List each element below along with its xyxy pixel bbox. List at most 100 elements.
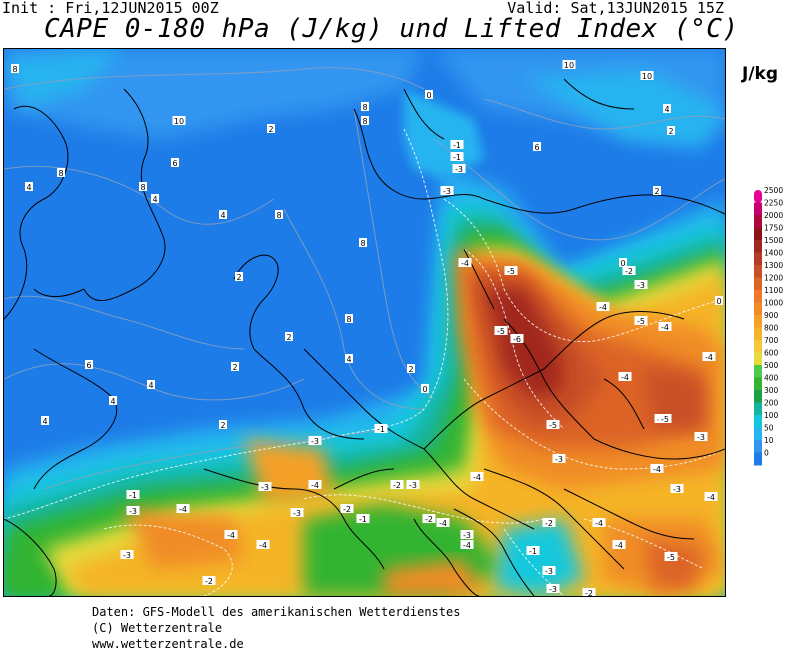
svg-text:2: 2 xyxy=(668,127,673,136)
legend-swatch xyxy=(754,227,762,241)
svg-text:-4: -4 xyxy=(621,373,629,382)
li-label: -1 xyxy=(126,490,140,500)
legend-level-label: 100 xyxy=(764,411,779,420)
svg-text:8: 8 xyxy=(58,169,63,178)
footer: Daten: GFS-Modell des amerikanischen Wet… xyxy=(92,604,460,652)
footer-url: www.wetterzentrale.de xyxy=(92,637,244,651)
svg-text:4: 4 xyxy=(152,195,157,204)
svg-text:0: 0 xyxy=(620,259,625,268)
svg-text:8: 8 xyxy=(346,315,351,324)
svg-text:-2: -2 xyxy=(585,589,593,596)
legend-swatch xyxy=(754,327,762,341)
li-label: -1 xyxy=(526,546,540,556)
svg-text:6: 6 xyxy=(172,159,177,168)
svg-text:-4: -4 xyxy=(259,541,267,550)
li-label: -5 xyxy=(504,266,518,276)
li-label: -4 xyxy=(658,322,672,332)
li-label: -3 xyxy=(452,164,466,174)
svg-text:-4: -4 xyxy=(615,541,623,550)
svg-text:-5: -5 xyxy=(507,267,515,276)
svg-text:2: 2 xyxy=(286,333,291,342)
svg-text:8: 8 xyxy=(362,117,367,126)
li-label: -3 xyxy=(308,436,322,446)
svg-text:-2: -2 xyxy=(425,515,433,524)
svg-text:0: 0 xyxy=(716,297,721,306)
footer-source: Daten: GFS-Modell des amerikanischen Wet… xyxy=(92,605,461,619)
legend-level-label: 500 xyxy=(764,361,779,370)
li-label: 8 xyxy=(57,168,65,178)
svg-text:-1: -1 xyxy=(453,153,461,162)
li-label: 4 xyxy=(147,380,155,390)
li-label: -4 xyxy=(470,472,484,482)
legend-level-label: 400 xyxy=(764,374,779,383)
legend-level-label: 1400 xyxy=(764,249,783,258)
valid-time: Valid: Sat,13JUN2015 15Z xyxy=(507,0,724,17)
li-label: 0 xyxy=(619,258,627,268)
svg-text:0: 0 xyxy=(426,91,431,100)
li-label: -2 xyxy=(582,588,596,596)
svg-text:-6: -6 xyxy=(513,335,521,344)
svg-text:-3: -3 xyxy=(409,481,417,490)
legend-swatch xyxy=(754,377,762,391)
li-label: -4 xyxy=(224,530,238,540)
li-label: 10 xyxy=(172,116,186,126)
li-label: 8 xyxy=(361,102,369,112)
cape-field xyxy=(4,49,725,596)
li-label: -4 xyxy=(256,540,270,550)
legend-level-label: 1000 xyxy=(764,299,783,308)
li-label: -4 xyxy=(704,492,718,502)
svg-text:-4: -4 xyxy=(461,259,469,268)
svg-text:4: 4 xyxy=(26,183,31,192)
svg-text:-4: -4 xyxy=(595,519,603,528)
legend-level-label: 900 xyxy=(764,311,779,320)
li-label: -3 xyxy=(546,584,560,594)
li-label: -5 xyxy=(658,414,672,424)
svg-text:-3: -3 xyxy=(293,509,301,518)
li-label: 4 xyxy=(219,210,227,220)
li-label: 8 xyxy=(11,64,19,74)
legend-swatch xyxy=(754,290,762,303)
li-label: 8 xyxy=(361,116,369,126)
legend-swatch xyxy=(754,340,762,353)
li-label: -4 xyxy=(702,352,716,362)
li-label: 4 xyxy=(41,416,49,426)
svg-text:2: 2 xyxy=(408,365,413,374)
li-label: 2 xyxy=(267,124,275,134)
legend-swatch xyxy=(754,390,762,403)
legend-level-label: 700 xyxy=(764,336,779,345)
svg-text:2: 2 xyxy=(236,273,241,282)
li-label: -1 xyxy=(450,152,464,162)
svg-text:10: 10 xyxy=(174,117,184,126)
svg-text:-2: -2 xyxy=(545,519,553,528)
init-time: Init : Fri,12JUN2015 00Z xyxy=(2,0,219,17)
li-label: 2 xyxy=(231,362,239,372)
legend-level-label: 2500 xyxy=(764,186,783,195)
li-label: -3 xyxy=(126,506,140,516)
legend-swatch xyxy=(754,190,762,203)
svg-text:-5: -5 xyxy=(637,317,645,326)
svg-text:-4: -4 xyxy=(653,465,661,474)
li-label: -6 xyxy=(510,334,524,344)
li-label: -5 xyxy=(634,316,648,326)
svg-text:8: 8 xyxy=(362,103,367,112)
svg-text:2: 2 xyxy=(654,187,659,196)
svg-text:-4: -4 xyxy=(227,531,235,540)
svg-text:2: 2 xyxy=(232,363,237,372)
svg-text:-1: -1 xyxy=(529,547,537,556)
li-label: -4 xyxy=(436,518,450,528)
svg-text:-3: -3 xyxy=(455,165,463,174)
svg-text:-5: -5 xyxy=(497,327,505,336)
svg-text:-1: -1 xyxy=(359,515,367,524)
li-label: 10 xyxy=(562,60,576,70)
svg-text:-5: -5 xyxy=(661,415,669,424)
legend-swatch xyxy=(754,315,762,328)
svg-text:4: 4 xyxy=(148,381,153,390)
li-label: -3 xyxy=(258,482,272,492)
li-label: -4 xyxy=(592,518,606,528)
legend-level-label: 1100 xyxy=(764,286,783,295)
li-label: 2 xyxy=(653,186,661,196)
li-label: -3 xyxy=(290,508,304,518)
svg-text:6: 6 xyxy=(86,361,91,370)
li-label: -3 xyxy=(634,280,648,290)
